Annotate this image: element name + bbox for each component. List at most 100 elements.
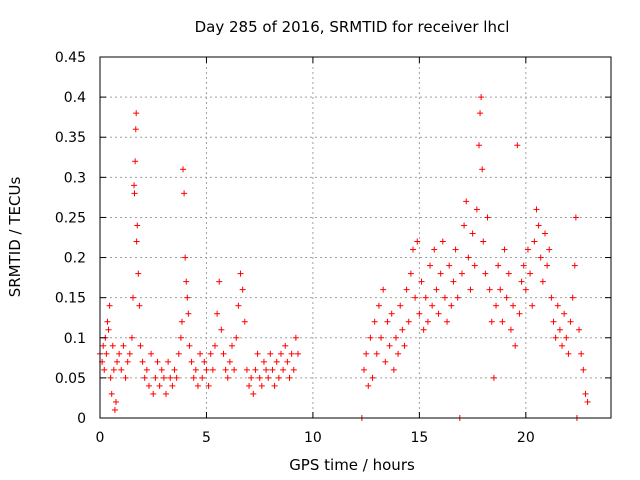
y-tick-label: 0.35 <box>55 130 86 146</box>
data-point <box>137 342 144 349</box>
data-point <box>531 238 538 245</box>
data-point <box>516 310 523 317</box>
data-point <box>192 366 199 373</box>
data-point <box>100 342 107 349</box>
data-point <box>416 310 423 317</box>
data-point <box>131 190 138 197</box>
x-tick-label: 0 <box>96 430 105 446</box>
data-point <box>218 326 225 333</box>
data-point <box>111 406 118 413</box>
data-point <box>116 350 123 357</box>
data-point <box>178 318 185 325</box>
data-point <box>185 310 192 317</box>
data-point <box>388 310 395 317</box>
data-point <box>110 366 117 373</box>
data-point <box>101 366 108 373</box>
y-axis-label: SRMTID / TECUs <box>6 177 24 298</box>
data-point <box>139 358 146 365</box>
data-point <box>567 318 574 325</box>
data-point <box>131 182 138 189</box>
data-point <box>288 350 295 357</box>
data-point <box>429 302 436 309</box>
data-point <box>488 318 495 325</box>
data-point <box>367 334 374 341</box>
data-point <box>514 142 521 149</box>
data-point <box>484 214 491 221</box>
data-point <box>386 342 393 349</box>
data-point <box>510 302 517 309</box>
data-point <box>569 294 576 301</box>
data-point <box>273 358 280 365</box>
data-point <box>186 342 193 349</box>
data-point <box>190 374 197 381</box>
data-point <box>479 166 486 173</box>
data-point <box>380 286 387 293</box>
data-point <box>512 342 519 349</box>
data-point <box>252 366 259 373</box>
data-point <box>167 374 174 381</box>
y-tick-label: 0.15 <box>55 291 86 307</box>
data-point <box>148 350 155 357</box>
data-point <box>265 374 272 381</box>
data-point <box>584 398 591 405</box>
data-point <box>158 366 165 373</box>
data-point <box>576 326 583 333</box>
data-point <box>486 286 493 293</box>
data-point <box>490 374 497 381</box>
data-point <box>363 350 370 357</box>
data-point <box>431 246 438 253</box>
data-point <box>403 286 410 293</box>
data-point <box>420 326 427 333</box>
data-point <box>241 318 248 325</box>
y-tick-label: 0.25 <box>55 210 86 226</box>
data-point <box>160 374 167 381</box>
data-point <box>499 318 506 325</box>
data-point <box>384 318 391 325</box>
data-point <box>211 342 218 349</box>
data-point <box>173 374 180 381</box>
data-point <box>439 238 446 245</box>
data-point <box>181 190 188 197</box>
data-point <box>226 358 233 365</box>
data-point <box>134 222 141 229</box>
data-point <box>237 270 244 277</box>
data-point <box>156 382 163 389</box>
data-point <box>533 206 540 213</box>
data-point <box>524 246 531 253</box>
data-point <box>277 350 284 357</box>
data-point <box>132 158 139 165</box>
data-point <box>378 334 385 341</box>
data-point <box>561 310 568 317</box>
data-point <box>199 374 206 381</box>
data-point <box>203 366 210 373</box>
data-point <box>369 374 376 381</box>
data-point <box>480 238 487 245</box>
data-point <box>465 254 472 261</box>
y-tick-label: 0.1 <box>64 331 86 347</box>
data-point <box>284 358 291 365</box>
x-axis-label: GPS time / hours <box>289 456 415 474</box>
data-point <box>282 342 289 349</box>
data-point <box>231 366 238 373</box>
data-point <box>130 294 137 301</box>
data-point <box>571 262 578 269</box>
data-point <box>132 126 139 133</box>
data-points <box>97 94 591 421</box>
data-point <box>361 366 368 373</box>
data-point <box>414 238 421 245</box>
x-tick-label: 10 <box>304 430 322 446</box>
y-tick-label: 0.2 <box>64 251 86 267</box>
data-point <box>522 286 529 293</box>
data-point <box>556 326 563 333</box>
data-point <box>122 374 129 381</box>
data-point <box>461 222 468 229</box>
data-point <box>422 294 429 301</box>
data-point <box>222 366 229 373</box>
data-point <box>446 262 453 269</box>
data-point <box>267 350 274 357</box>
data-point <box>550 318 557 325</box>
data-point <box>450 278 457 285</box>
data-point <box>194 382 201 389</box>
